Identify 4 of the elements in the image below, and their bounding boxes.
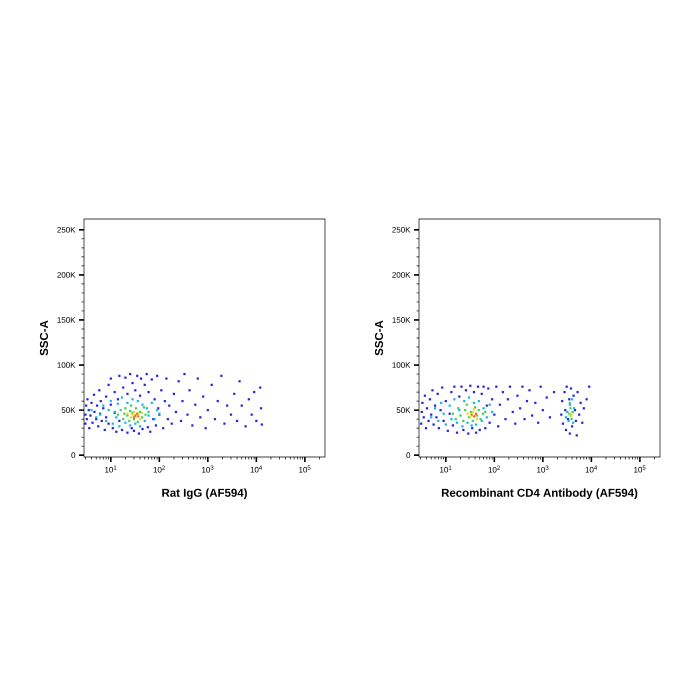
x-axis-title: Recombinant CD4 Antibody (AF594) bbox=[442, 488, 638, 500]
x-axis-title: Rat IgG (AF594) bbox=[162, 488, 247, 500]
y-axis-title: SSC-A bbox=[40, 320, 48, 356]
y-axis-title: SSC-A bbox=[374, 320, 384, 356]
